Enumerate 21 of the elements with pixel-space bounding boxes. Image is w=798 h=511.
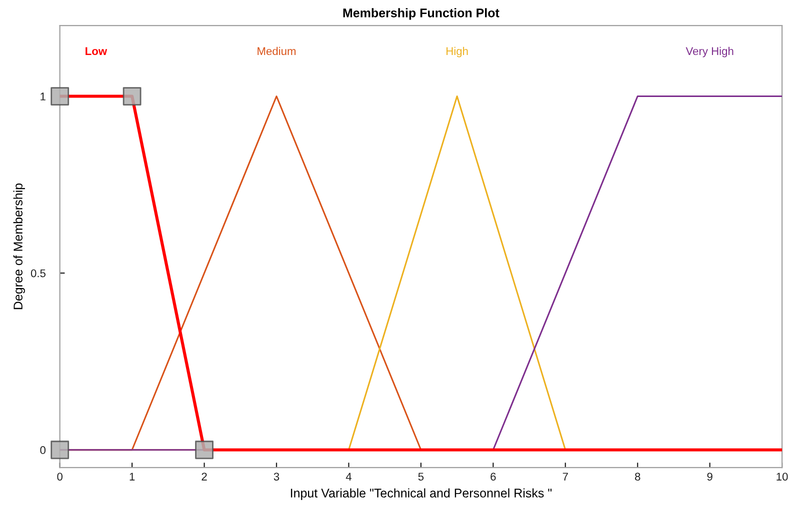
x-tick-label: 0 (57, 472, 63, 481)
y-tick-label: 1 (40, 92, 46, 100)
x-tick-label: 5 (418, 472, 424, 481)
x-tick-label: 3 (274, 472, 280, 481)
text: Medium (258, 46, 296, 56)
chart-title: Membership Function Plot (343, 8, 500, 20)
x-tick-label: 10 (776, 472, 788, 481)
x-tick-label: 7 (562, 472, 568, 480)
y-tick-label: 0.5 (30, 269, 46, 278)
text: Very High (686, 46, 734, 58)
x-tick-label: 2 (202, 472, 207, 480)
x-tick-label: 8 (634, 472, 640, 481)
x-axis-title: Input Variable "Technical and Personnel Risks " (290, 488, 552, 500)
x-tick-label: 1 (130, 472, 135, 480)
x-tick-label: 9 (707, 472, 712, 481)
y-tick-label: 0 (40, 446, 46, 454)
y-axis-title: Degree of Membership (13, 184, 25, 310)
x-tick-label: 6 (490, 472, 496, 481)
text: Low (86, 47, 108, 56)
text: High (446, 46, 468, 58)
x-tick-label: 4 (346, 472, 352, 480)
